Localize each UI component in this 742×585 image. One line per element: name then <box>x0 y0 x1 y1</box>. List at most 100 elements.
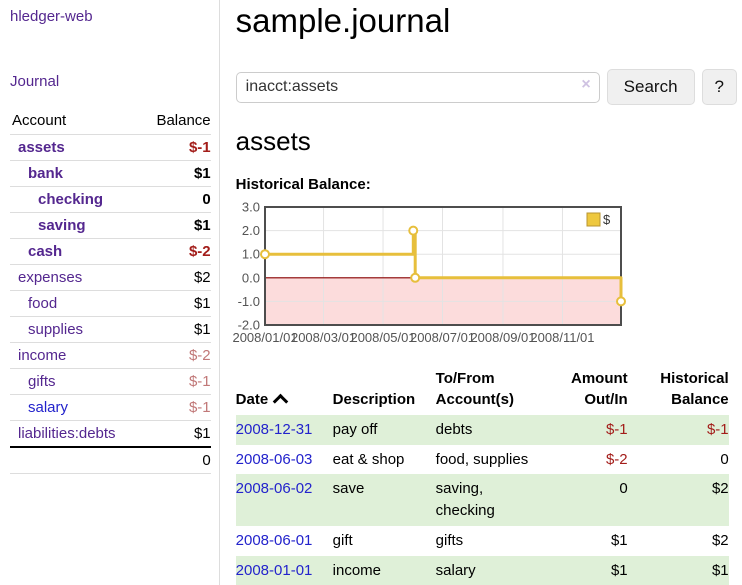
app-title-link[interactable]: hledger-web <box>10 8 93 25</box>
page-title: sample.journal <box>235 2 451 39</box>
main-panel: sample.journal × Search ? assets Histori… <box>220 0 742 585</box>
transaction-amount: $1 <box>610 561 628 579</box>
transaction-accounts: gifts <box>435 531 464 549</box>
help-button[interactable]: ? <box>701 69 737 106</box>
accounts-table: Account Balance assets $-1 bank $1 checking 0… <box>10 108 211 474</box>
y-tick-label: 3.0 <box>242 200 260 215</box>
x-tick-label: 2008/07/01 <box>410 330 475 345</box>
search-form: × Search ? <box>235 69 737 106</box>
account-balance: $1 <box>140 316 211 343</box>
y-tick-label: -1.0 <box>237 294 259 309</box>
register-header-date[interactable]: Date <box>236 367 333 415</box>
account-link[interactable]: assets <box>18 139 65 156</box>
account-link[interactable]: income <box>18 347 67 364</box>
accounts-header-account: Account <box>12 112 67 129</box>
account-link[interactable]: saving <box>38 217 86 234</box>
transaction-date-link[interactable]: 2008-12-31 <box>235 420 313 438</box>
transaction-amount: $-1 <box>605 420 628 438</box>
accounts-total-row: 0 <box>10 446 211 474</box>
x-tick-label: 2008/03/01 <box>291 330 356 345</box>
account-row: bank $1 <box>10 160 211 187</box>
data-point-marker <box>615 296 626 307</box>
account-row: salary $-1 <box>10 394 211 421</box>
register-row: 2008-06-03 eat & shop food, supplies $-2 0 <box>236 445 729 475</box>
data-point-marker <box>259 249 270 260</box>
account-link[interactable]: food <box>28 295 58 312</box>
account-balance: $-2 <box>140 238 211 265</box>
account-row: expenses $2 <box>10 264 211 291</box>
x-tick-label: 2008/05/01 <box>350 330 415 345</box>
account-row: income $-2 <box>10 342 211 369</box>
account-row: liabilities:debts $1 <box>10 420 211 447</box>
account-balance: $1 <box>140 160 211 187</box>
accounts-table-body: assets $-1 bank $1 checking 0 saving $1 cash $-2 e… <box>10 134 211 447</box>
register-table-body: 2008-12-31 pay off debts $-1 $-1 2008-06-03 ea… <box>235 414 729 585</box>
register-header-row: Date Description To/From Account(s) Amou… <box>236 367 729 415</box>
account-link[interactable]: salary <box>28 399 69 416</box>
account-row: assets $-1 <box>10 134 211 161</box>
account-link[interactable]: cash <box>28 243 63 260</box>
account-balance: $1 <box>140 212 211 239</box>
sidebar: hledger-web Journal Account Balance asse… <box>0 0 220 585</box>
transaction-accounts: salary <box>435 561 476 579</box>
transaction-description: save <box>332 480 365 498</box>
transaction-description: gift <box>332 531 353 549</box>
account-link[interactable]: checking <box>38 191 104 208</box>
account-balance: $-1 <box>140 368 211 395</box>
account-link[interactable]: bank <box>28 165 64 182</box>
transaction-balance: $-1 <box>706 420 729 438</box>
accounts-header-balance: Balance <box>156 112 211 129</box>
y-tick-label: 1.0 <box>242 247 260 262</box>
balance-chart: $3.0 2.0 1.0 0.0 -1.0 -2.02008/01/012008/03/0… <box>232 200 626 345</box>
transaction-balance: $2 <box>711 480 729 498</box>
chart-title: Historical Balance: <box>235 176 371 194</box>
account-row: cash $-2 <box>10 238 211 265</box>
transaction-amount: $-2 <box>605 450 628 468</box>
register-row: 2008-01-01 income salary $1 $1 <box>235 555 729 585</box>
transaction-accounts: debts <box>435 420 473 438</box>
register-row: 2008-12-31 pay off debts $-1 $-1 <box>235 414 729 445</box>
legend-swatch <box>586 212 601 227</box>
register-row: 2008-06-02 save saving, checking 0 $2 <box>235 474 729 526</box>
plot-border <box>263 206 622 327</box>
legend-label: $ <box>603 212 611 227</box>
data-point-marker <box>409 273 420 284</box>
search-button[interactable]: Search <box>606 69 695 106</box>
account-link[interactable]: gifts <box>28 373 56 390</box>
accounts-total-spacer <box>10 446 141 474</box>
transaction-date-link[interactable]: 2008-06-03 <box>235 450 313 468</box>
register-table: Date Description To/From Account(s) Amou… <box>235 367 729 585</box>
account-row: checking 0 <box>10 186 211 213</box>
register-header-balance: Historical Balance <box>660 370 729 408</box>
x-tick-label: 2008/01/01 <box>232 330 297 345</box>
transaction-amount: 0 <box>619 480 628 498</box>
search-input[interactable] <box>235 71 600 103</box>
account-heading: assets <box>235 126 311 157</box>
account-balance: 0 <box>140 186 211 213</box>
sort-asc-icon <box>272 393 289 409</box>
x-tick-label: 2008/09/01 <box>470 330 535 345</box>
account-link[interactable]: expenses <box>18 269 83 286</box>
transaction-date-link[interactable]: 2008-06-01 <box>235 531 313 549</box>
account-row: supplies $1 <box>10 316 211 343</box>
transaction-date-link[interactable]: 2008-06-02 <box>235 480 313 498</box>
y-tick-label: -2.0 <box>237 318 259 333</box>
transaction-balance: $2 <box>711 531 729 549</box>
transaction-date-link[interactable]: 2008-01-01 <box>235 561 313 579</box>
sidebar-item-journal[interactable]: Journal <box>10 73 60 90</box>
account-balance: $-1 <box>140 134 211 161</box>
account-balance: $1 <box>140 420 211 447</box>
accounts-total-value: 0 <box>140 446 211 474</box>
transaction-description: income <box>332 561 382 579</box>
x-tick-label: 2008/11/01 <box>530 330 594 345</box>
clear-search-icon[interactable]: × <box>581 75 591 93</box>
transaction-accounts: food, supplies <box>435 450 529 468</box>
account-link[interactable]: supplies <box>28 321 84 338</box>
account-link[interactable]: liabilities:debts <box>18 425 116 442</box>
register-header-amount: Amount Out/In <box>571 370 628 408</box>
account-row: gifts $-1 <box>10 368 211 395</box>
transaction-accounts: saving, checking <box>435 480 495 520</box>
y-tick-label: 0.0 <box>242 271 260 286</box>
transaction-description: pay off <box>332 420 378 438</box>
